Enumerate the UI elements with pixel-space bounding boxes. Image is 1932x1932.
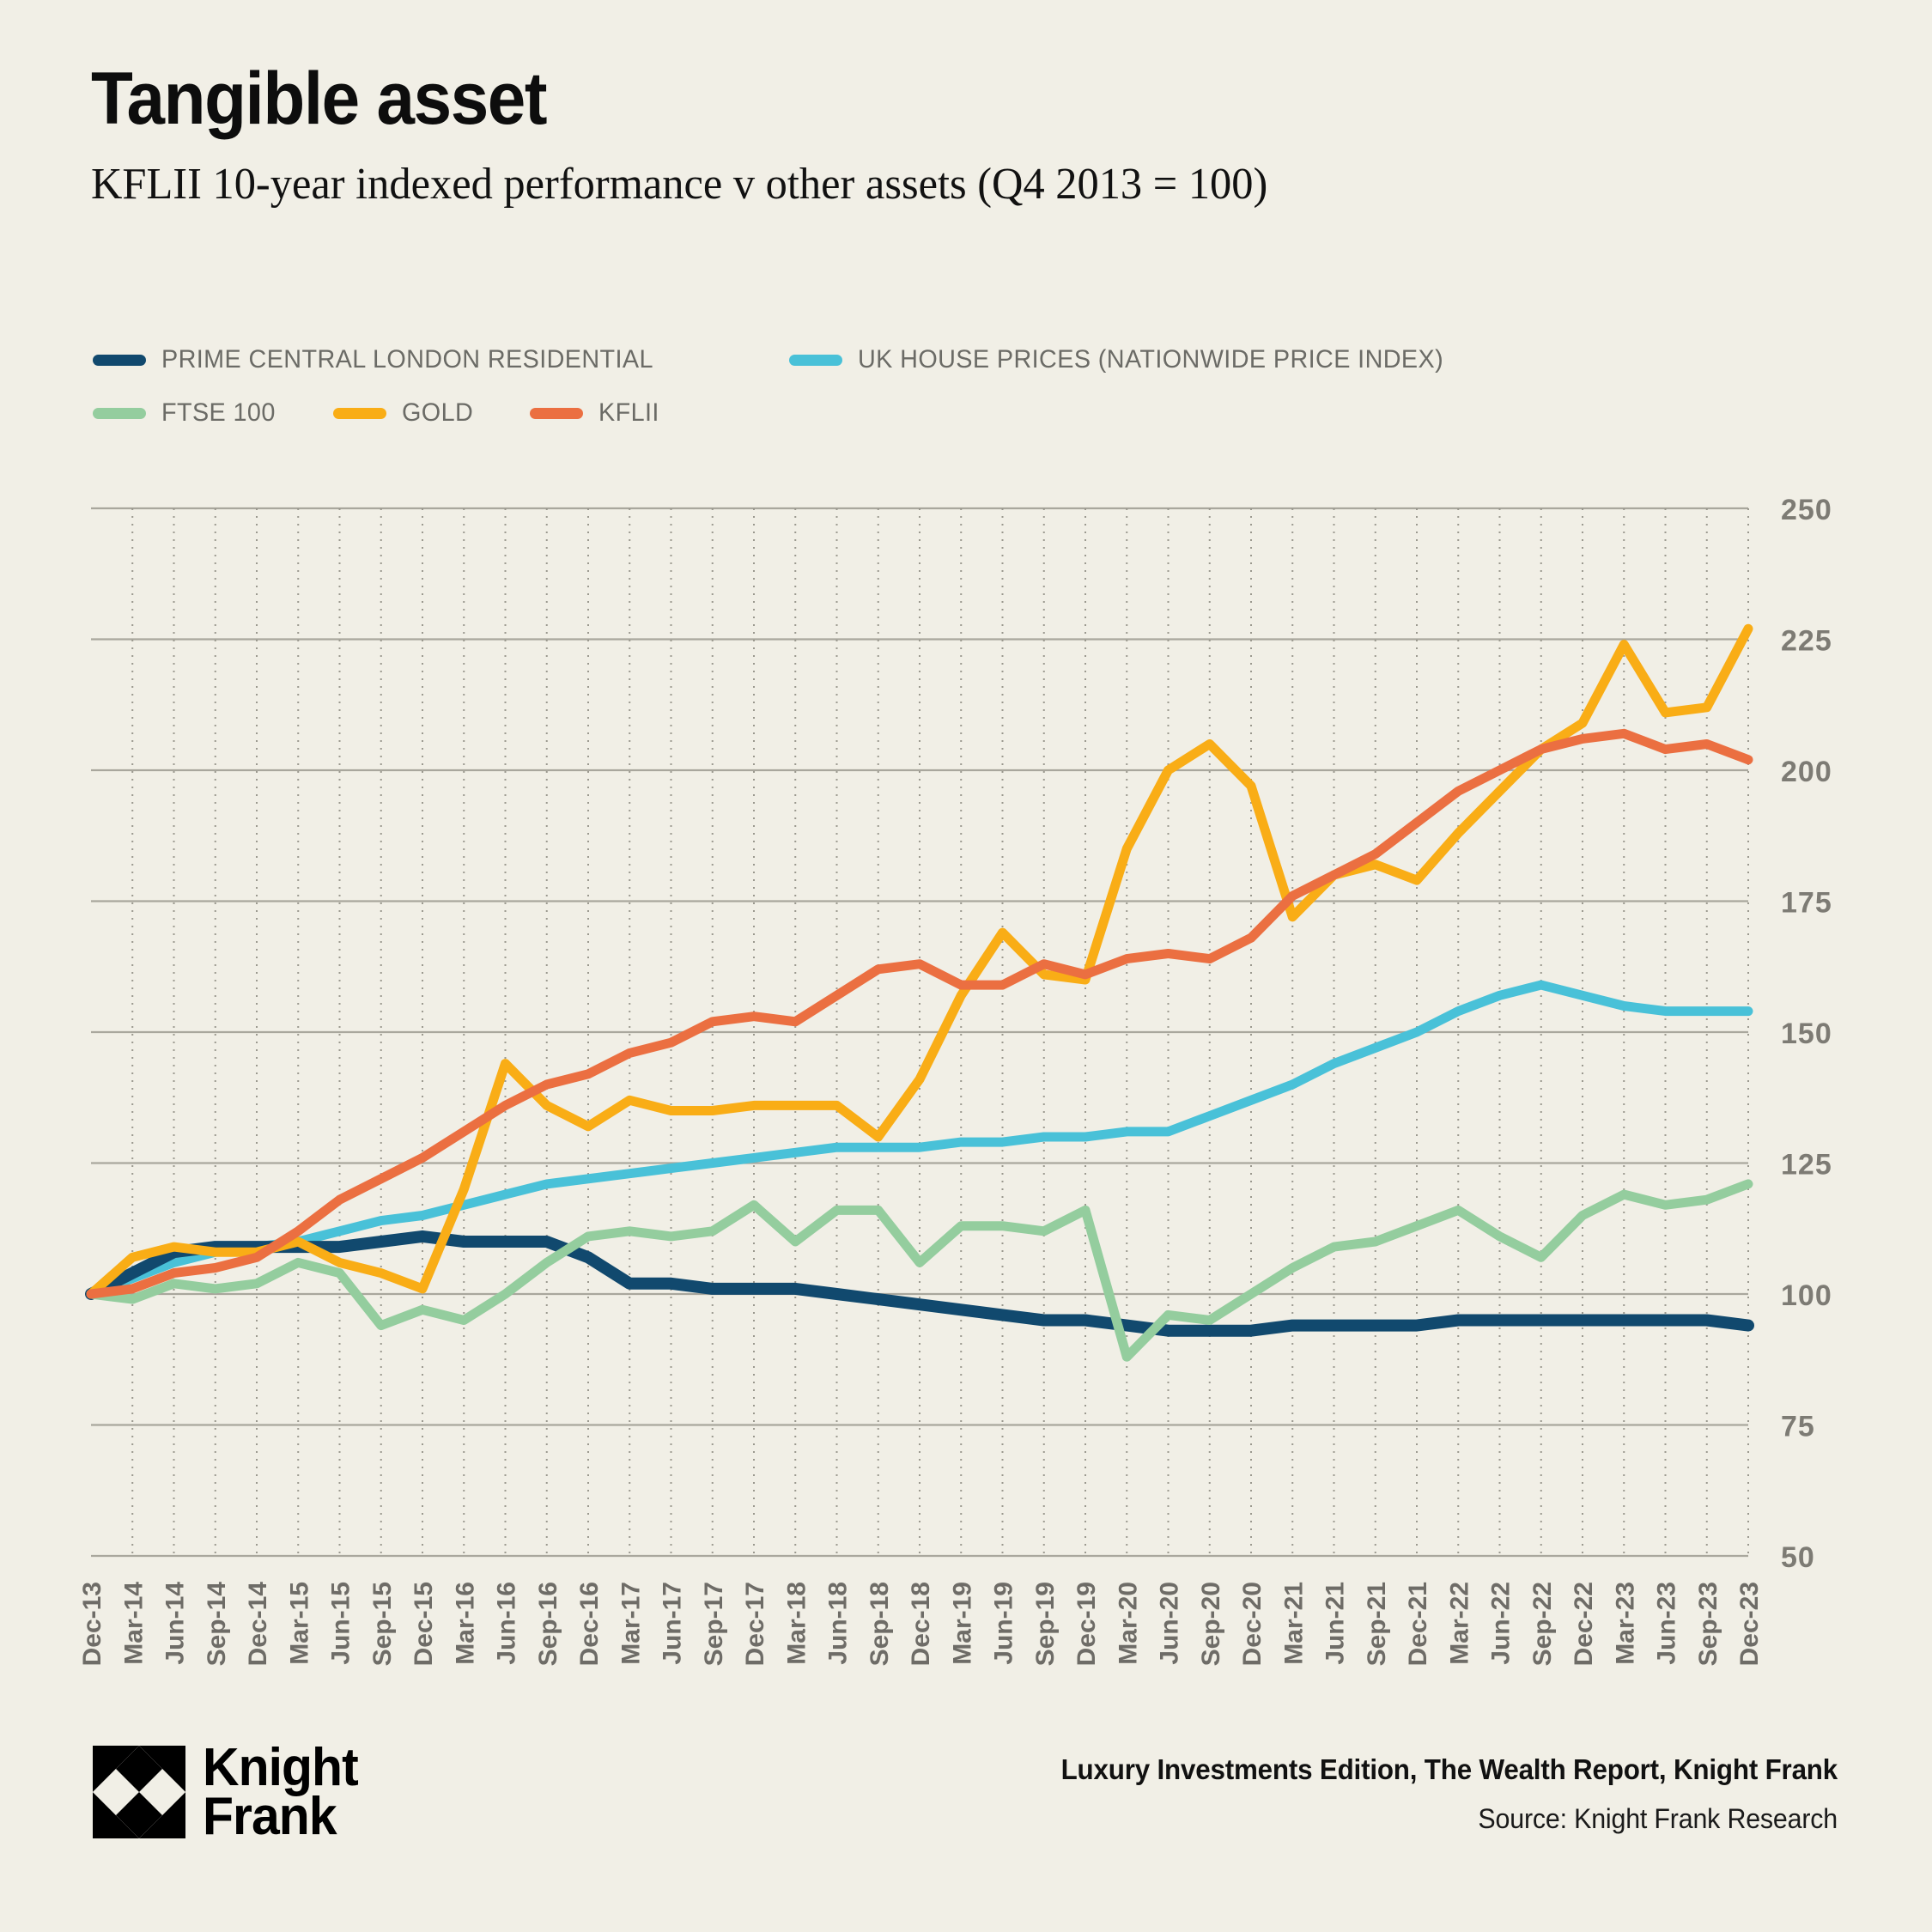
footer: Knight Frank Luxury Investments Edition,… <box>0 1735 1932 1906</box>
series-line <box>86 1179 1753 1362</box>
x-axis-tick-label: Dec-14 <box>244 1582 272 1667</box>
x-axis-tick-label: Jun-22 <box>1487 1582 1516 1665</box>
legend-swatch-prime-central-london-residential <box>93 354 146 366</box>
x-axis-tick-label: Dec-17 <box>741 1582 769 1666</box>
header: Tangible asset KFLII 10-year indexed per… <box>91 62 1851 209</box>
x-axis-tick-label: Sep-22 <box>1528 1582 1557 1666</box>
x-axis-tick-label: Sep-17 <box>700 1582 728 1666</box>
y-axis-tick-label: 150 <box>1781 1018 1832 1050</box>
series-line <box>86 623 1753 1299</box>
vertical-gridlines <box>131 508 1749 1556</box>
x-axis-tick-label: Dec-15 <box>410 1582 438 1666</box>
y-axis-tick-label: 250 <box>1781 494 1832 526</box>
x-axis-tick-label: Mar-15 <box>285 1582 313 1665</box>
x-axis-tick-label: Dec-13 <box>78 1582 106 1666</box>
x-axis-tick-label: Sep-20 <box>1197 1582 1225 1666</box>
publication-credit: Luxury Investments Edition, The Wealth R… <box>1060 1753 1838 1785</box>
x-axis-tick-label: Dec-20 <box>1238 1582 1267 1666</box>
source-credit: Source: Knight Frank Research <box>1478 1803 1838 1834</box>
legend-item-kflii[interactable]: KFLII <box>529 398 662 428</box>
chart-legend: PRIME CENTRAL LONDON RESIDENTIAL UK HOUS… <box>93 345 1810 452</box>
x-axis-tick-label: Sep-18 <box>866 1582 894 1666</box>
page-title: Tangible asset <box>91 58 548 140</box>
y-axis-tick-label: 75 <box>1781 1411 1815 1443</box>
knight-frank-diamond-icon <box>93 1746 185 1839</box>
x-axis-tick-label: Jun-19 <box>990 1582 1018 1665</box>
legend-swatch-gold <box>333 407 387 419</box>
legend-label-prime-central-london-residential: PRIME CENTRAL LONDON RESIDENTIAL <box>161 345 653 374</box>
x-axis-tick-label: Mar-18 <box>782 1582 811 1665</box>
x-axis-tick-label: Dec-19 <box>1072 1582 1101 1666</box>
x-axis-tick-label: Jun-14 <box>161 1582 190 1665</box>
x-axis-tick-label: Mar-21 <box>1279 1582 1308 1665</box>
legend-swatch-kflii <box>529 407 583 419</box>
x-axis-tick-label: Mar-19 <box>948 1582 976 1665</box>
x-axis-tick-label: Dec-23 <box>1735 1582 1764 1666</box>
x-axis-tick-label: Mar-22 <box>1445 1582 1473 1665</box>
series-line <box>86 728 1753 1299</box>
x-axis-tick-label: Sep-14 <box>203 1582 231 1667</box>
legend-item-uk-house-prices[interactable]: UK HOUSE PRICES (NATIONWIDE PRICE INDEX) <box>788 345 1468 374</box>
x-axis-tick-label: Jun-21 <box>1321 1582 1350 1665</box>
y-axis-tick-label: 225 <box>1781 625 1832 658</box>
legend-item-ftse-100[interactable]: FTSE 100 <box>93 398 280 428</box>
logo-line-2: Frank <box>203 1787 337 1847</box>
x-axis-tick-label: Sep-19 <box>1031 1582 1060 1666</box>
x-axis-tick-label: Dec-18 <box>907 1582 935 1666</box>
legend-swatch-uk-house-prices <box>788 354 842 366</box>
logo-line-1: Knight <box>203 1738 359 1797</box>
x-axis-tick-label: Jun-20 <box>1156 1582 1184 1665</box>
x-axis-tick-label: Dec-16 <box>575 1582 604 1666</box>
horizontal-gridlines <box>91 507 1748 1558</box>
x-axis-tick-label: Mar-14 <box>119 1582 148 1665</box>
y-axis-tick-labels: 250 225 200 175 150 125 100 75 50 <box>1781 494 1832 1574</box>
x-axis-tick-label: Jun-23 <box>1653 1582 1681 1665</box>
x-axis-tick-label: Sep-23 <box>1694 1582 1722 1666</box>
legend-label-ftse-100: FTSE 100 <box>161 398 276 427</box>
y-axis-tick-label: 200 <box>1781 756 1832 788</box>
x-axis-tick-label: Jun-16 <box>493 1582 521 1665</box>
series-line <box>85 1230 1754 1337</box>
x-axis-tick-label: Mar-16 <box>451 1582 479 1665</box>
knight-frank-logo: Knight Frank <box>93 1738 366 1847</box>
knight-frank-wordmark: Knight Frank <box>203 1738 359 1847</box>
x-axis-tick-label: Sep-21 <box>1363 1582 1391 1666</box>
series-line <box>86 980 1753 1299</box>
y-axis-tick-label: 100 <box>1781 1279 1832 1312</box>
legend-item-prime-central-london-residential[interactable]: PRIME CENTRAL LONDON RESIDENTIAL <box>93 345 674 374</box>
legend-item-gold[interactable]: GOLD <box>333 398 477 428</box>
y-axis-tick-label: 125 <box>1781 1149 1832 1182</box>
x-axis-tick-label: Dec-21 <box>1404 1582 1432 1666</box>
x-axis-tick-label: Dec-22 <box>1570 1582 1598 1666</box>
chart-credits: Luxury Investments Edition, The Wealth R… <box>1020 1753 1838 1835</box>
x-axis-tick-label: Sep-15 <box>368 1582 397 1666</box>
legend-label-gold: GOLD <box>402 398 474 427</box>
x-axis-tick-labels: Dec-13 Mar-14 Jun-14 Sep-14 Dec-14 Mar-15 Jun-… <box>78 1582 1764 1667</box>
legend-swatch-ftse-100 <box>93 407 146 419</box>
x-axis-tick-label: Mar-17 <box>617 1582 645 1665</box>
y-axis-tick-label: 175 <box>1781 887 1832 920</box>
x-axis-tick-label: Jun-17 <box>659 1582 687 1665</box>
x-axis-tick-label: Jun-18 <box>824 1582 853 1665</box>
legend-row-2: FTSE 100 GOLD KFLII <box>93 398 1810 428</box>
x-axis-tick-label: Sep-16 <box>534 1582 562 1666</box>
legend-label-kflii: KFLII <box>598 398 659 427</box>
legend-label-uk-house-prices: UK HOUSE PRICES (NATIONWIDE PRICE INDEX) <box>857 345 1443 374</box>
page-subtitle: KFLII 10-year indexed performance v othe… <box>91 160 1268 209</box>
legend-row-1: PRIME CENTRAL LONDON RESIDENTIAL UK HOUS… <box>93 345 1810 374</box>
x-axis-tick-label: Jun-15 <box>327 1582 355 1665</box>
chart-series-lines <box>85 623 1754 1362</box>
x-axis-tick-label: Mar-23 <box>1611 1582 1639 1665</box>
y-axis-tick-label: 50 <box>1781 1541 1815 1574</box>
x-axis-tick-label: Mar-20 <box>1114 1582 1142 1665</box>
